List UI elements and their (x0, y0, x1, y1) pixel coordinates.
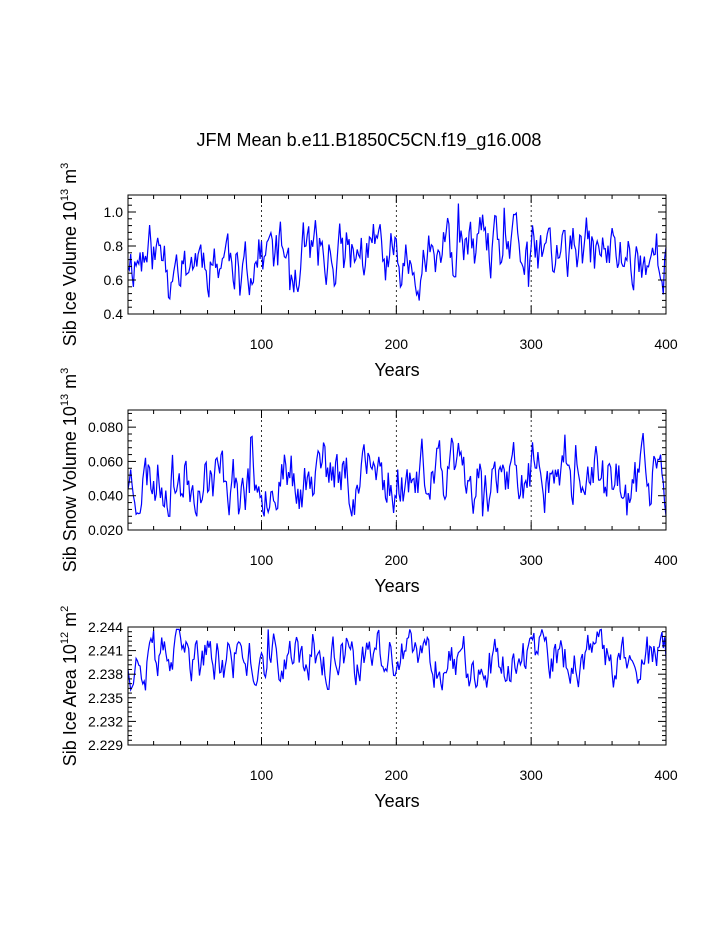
y-tick-label: 2.244 (88, 619, 123, 635)
sib-ice-area-series-line (127, 628, 667, 692)
x-tick-label: 300 (519, 336, 543, 352)
y-tick-label: 1.0 (104, 204, 124, 220)
x-tick-label: 200 (385, 767, 409, 783)
x-tick-label: 300 (519, 767, 543, 783)
y-tick-label: 0.040 (88, 488, 123, 504)
y-tick-label: 0.4 (104, 306, 124, 322)
x-tick-label: 200 (385, 552, 409, 568)
sib-ice-volume-series-line (127, 203, 667, 301)
y-tick-label: 0.060 (88, 453, 123, 469)
x-tick-label: 100 (250, 552, 274, 568)
y-axis-label: Sib Snow Volume 1013 m3 (59, 368, 80, 572)
y-tick-label: 2.229 (88, 737, 123, 753)
y-tick-label: 0.020 (88, 522, 123, 538)
x-tick-label: 100 (250, 336, 274, 352)
x-axis-label: Years (374, 576, 419, 596)
y-axis-label: Sib Ice Area 1012 m2 (59, 606, 80, 766)
y-tick-label: 2.238 (88, 666, 123, 682)
y-tick-label: 2.232 (88, 713, 123, 729)
sib-ice-volume-panel: 100 200 300 400 0.4 0.6 0.8 1.0 Years Sib Ice Vol… (59, 163, 678, 380)
plot-frame (127, 626, 667, 746)
y-tick-label: 2.241 (88, 643, 123, 659)
plot-frame (127, 409, 667, 531)
x-tick-label: 100 (250, 767, 274, 783)
y-tick-label: 0.6 (104, 272, 124, 288)
x-tick-label: 400 (654, 336, 678, 352)
x-tick-label: 400 (654, 552, 678, 568)
y-tick-label: 0.8 (104, 238, 124, 254)
sib-ice-area-panel: 100 200 300 400 2.229 2.232 2.235 2.238 2.241 2.2… (59, 606, 678, 811)
x-tick-label: 300 (519, 552, 543, 568)
x-axis-label: Years (374, 791, 419, 811)
x-axis-label: Years (374, 360, 419, 380)
chart-title: JFM Mean b.e11.B1850C5CN.f19_g16.008 (197, 130, 542, 151)
sib-snow-volume-series-line (127, 433, 667, 517)
y-axis-label: Sib Ice Volume 1013 m3 (59, 163, 80, 346)
y-tick-label: 0.080 (88, 419, 123, 435)
x-tick-label: 400 (654, 767, 678, 783)
plot-frame (127, 194, 667, 315)
x-tick-label: 200 (385, 336, 409, 352)
y-tick-label: 2.235 (88, 690, 123, 706)
sib-snow-volume-panel: 100 200 300 400 0.020 0.040 0.060 0.080 Years Sib… (59, 368, 678, 596)
